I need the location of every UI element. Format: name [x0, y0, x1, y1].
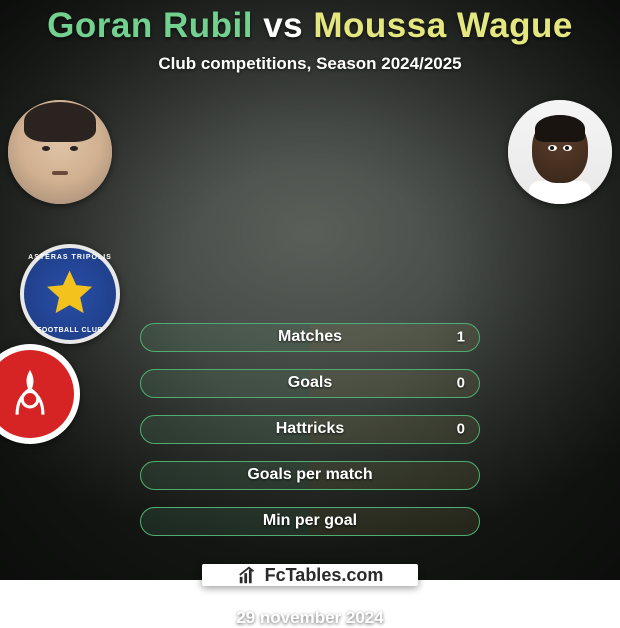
metric-pill: Goals per match [140, 461, 480, 490]
metric-label: Hattricks [276, 420, 344, 438]
metric-label: Min per goal [263, 512, 357, 530]
metric-right-value: 1 [457, 329, 465, 346]
bar-chart-icon [237, 564, 259, 586]
player1-photo [8, 100, 112, 204]
player2-photo [508, 100, 612, 204]
metric-right-value: 0 [457, 421, 465, 438]
club2-emblem-icon [0, 363, 61, 425]
snapshot-date: 29 november 2024 [236, 608, 383, 628]
brand-badge: FcTables.com [202, 564, 418, 586]
star-icon [42, 266, 97, 321]
metric-right-value: 0 [457, 375, 465, 392]
metric-label: Matches [278, 328, 342, 346]
brand-text: FcTables.com [265, 565, 384, 586]
comparison-title: Goran Rubil vs Moussa Wague [47, 6, 573, 46]
metric-label: Goals per match [247, 466, 372, 484]
metric-row: Hattricks 0 [0, 406, 620, 452]
metrics-section: ASTERAS TRIPOLIS FOOTBALL CLUB Matche [0, 114, 620, 544]
club1-ring-top: ASTERAS TRIPOLIS [24, 254, 116, 261]
metric-pill: Min per goal [140, 507, 480, 536]
player2-name: Moussa Wague [313, 6, 572, 45]
metric-row: Min per goal [0, 498, 620, 544]
club1-ring-bottom: FOOTBALL CLUB [24, 327, 116, 334]
metric-pill: Goals 0 [140, 369, 480, 398]
metric-label: Goals [288, 374, 332, 392]
metric-pill: Matches 1 [140, 323, 480, 352]
metric-pill: Hattricks 0 [140, 415, 480, 444]
subtitle: Club competitions, Season 2024/2025 [158, 54, 461, 74]
player1-name: Goran Rubil [47, 6, 253, 45]
vs-text: vs [263, 6, 303, 45]
metric-row: Goals 0 [0, 360, 620, 406]
metric-row: Goals per match [0, 452, 620, 498]
player1-club-badge: ASTERAS TRIPOLIS FOOTBALL CLUB [20, 244, 120, 344]
